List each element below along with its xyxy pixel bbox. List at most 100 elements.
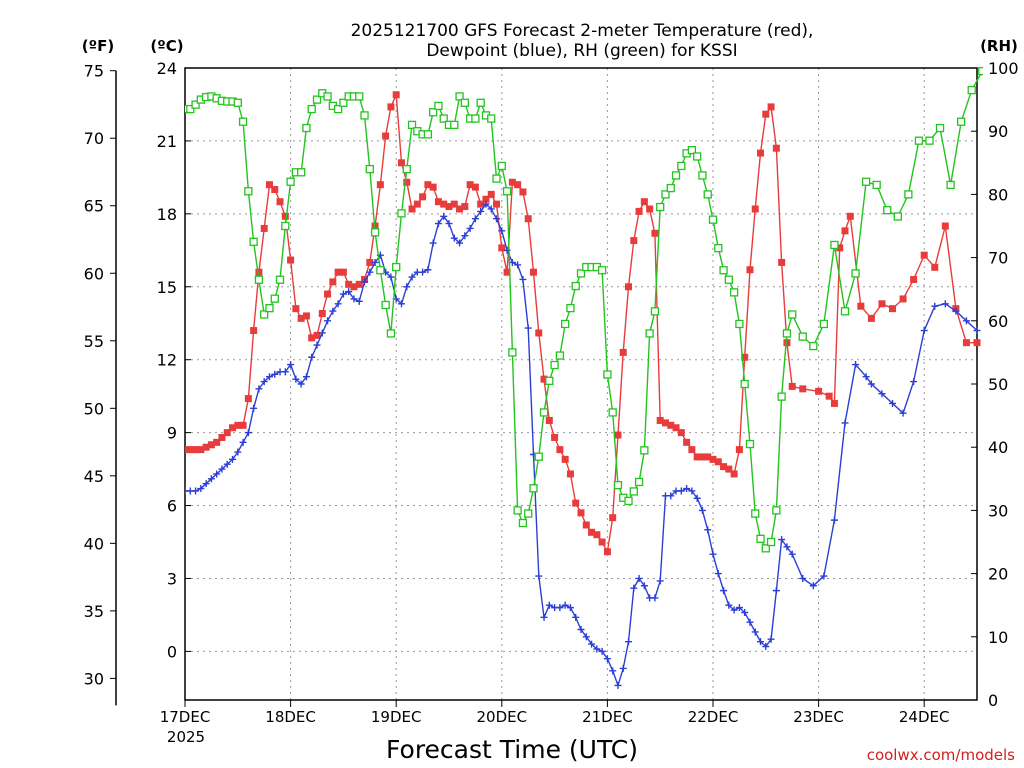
rh-point — [360, 111, 369, 120]
dewpoint-point — [799, 574, 807, 582]
fahrenheit-tick-label: 55 — [84, 332, 104, 351]
axes: 0 3 6 9 12 15 18 21 24 17DEC 18DEC 19DEC 20DEC 21DEC 2… — [84, 59, 1019, 726]
rh-point — [603, 370, 612, 379]
dewpoint-point — [234, 448, 242, 456]
rh-point — [392, 262, 401, 272]
temperature-point — [551, 433, 559, 441]
rh-tick-label: 10 — [988, 628, 1008, 647]
temperature-point — [619, 348, 627, 356]
dewpoint-point — [498, 227, 506, 235]
temperature-point — [376, 181, 384, 189]
rh-point — [561, 319, 570, 329]
temperature-point — [197, 446, 205, 454]
temperature-point — [614, 431, 622, 439]
temperature-point — [741, 353, 749, 361]
rh-point — [629, 487, 638, 496]
rh-tick-label: 50 — [988, 375, 1008, 394]
rh-tick-label: 40 — [988, 438, 1008, 457]
celsius-tick-label: 3 — [167, 569, 177, 588]
temperature-point — [508, 178, 516, 186]
rh-point — [861, 177, 871, 186]
temperature-point — [366, 258, 374, 266]
temperature-point — [973, 339, 981, 347]
dewpoint-line — [185, 203, 978, 688]
dewpoint-point — [302, 373, 310, 381]
temperature-point — [350, 283, 358, 291]
temperature-point — [593, 531, 601, 539]
dewpoint-point — [429, 239, 437, 247]
dewpoint-point — [973, 327, 981, 335]
rh-line — [185, 70, 983, 550]
dewpoint-point — [292, 375, 300, 383]
temperature-point — [540, 375, 548, 383]
rh-point — [270, 294, 279, 303]
temperature-point — [683, 438, 691, 446]
rh-point — [238, 117, 248, 126]
rh-point — [265, 304, 274, 313]
x-tick-label: 21DEC — [582, 708, 633, 726]
dewpoint-point — [688, 487, 696, 495]
temperature-point — [545, 416, 553, 424]
dewpoint-point — [324, 317, 332, 325]
temperature-point — [308, 334, 316, 342]
dewpoint-point — [899, 409, 907, 417]
rh-point — [914, 136, 924, 145]
rh-tick-label: 100 — [988, 59, 1019, 78]
temperature-point — [778, 258, 786, 266]
temperature-point — [709, 455, 717, 463]
rh-point — [566, 304, 575, 313]
rh-point — [397, 209, 406, 218]
dewpoint-point — [287, 361, 295, 369]
rh-point — [191, 100, 200, 109]
dewpoint-point — [487, 205, 495, 213]
dewpoint-point — [366, 268, 374, 276]
dewpoint-point — [704, 526, 712, 534]
rh-point — [597, 266, 607, 275]
dewpoint-point — [445, 220, 453, 228]
temperature-point — [772, 144, 780, 152]
celsius-tick-label: 21 — [157, 132, 177, 151]
temperature-point — [582, 521, 590, 529]
rh-point — [724, 275, 733, 284]
rh-point — [450, 120, 459, 130]
temperature-point — [725, 465, 733, 473]
temperature-point — [207, 441, 215, 449]
temperature-point — [424, 181, 432, 189]
dewpoint-point — [889, 399, 897, 407]
dewpoint-point — [540, 613, 548, 621]
rh-point — [471, 114, 480, 123]
temperature-point — [408, 205, 416, 213]
dewpoint-point — [519, 275, 527, 283]
watermark-text: coolwx.com/models — [867, 746, 1015, 764]
celsius-tick-label: 6 — [167, 497, 177, 516]
dewpoint-point — [667, 492, 675, 500]
dewpoint-point — [250, 404, 258, 412]
dewpoint-point — [229, 455, 237, 463]
dewpoint-point — [334, 300, 342, 308]
temperature-point — [471, 183, 479, 191]
dewpoint-point — [852, 361, 860, 369]
rh-point — [735, 319, 744, 329]
temperature-point — [609, 514, 617, 522]
dewpoint-point — [213, 470, 221, 478]
dewpoint-point — [630, 584, 638, 592]
rh-point — [661, 190, 670, 199]
temperature-point — [698, 453, 706, 461]
temperature-point — [720, 463, 728, 471]
x-axis-title: Forecast Time (UTC) — [386, 735, 638, 764]
temperature-point — [419, 193, 427, 201]
dewpoint-point — [477, 207, 485, 215]
dewpoint-point — [751, 628, 759, 636]
rh-point — [756, 534, 765, 543]
dewpoint-point — [783, 543, 791, 551]
temperature-point — [714, 458, 722, 466]
rh-tick-label: 0 — [988, 691, 998, 710]
temperature-point — [767, 103, 775, 111]
fahrenheit-tick-label: 40 — [84, 534, 104, 553]
rh-point — [719, 266, 728, 275]
rh-point — [312, 95, 322, 104]
rh-point — [355, 92, 364, 101]
x-tick-label: 17DEC — [160, 708, 211, 726]
rh-point — [698, 171, 707, 180]
temperature-point — [313, 331, 321, 339]
